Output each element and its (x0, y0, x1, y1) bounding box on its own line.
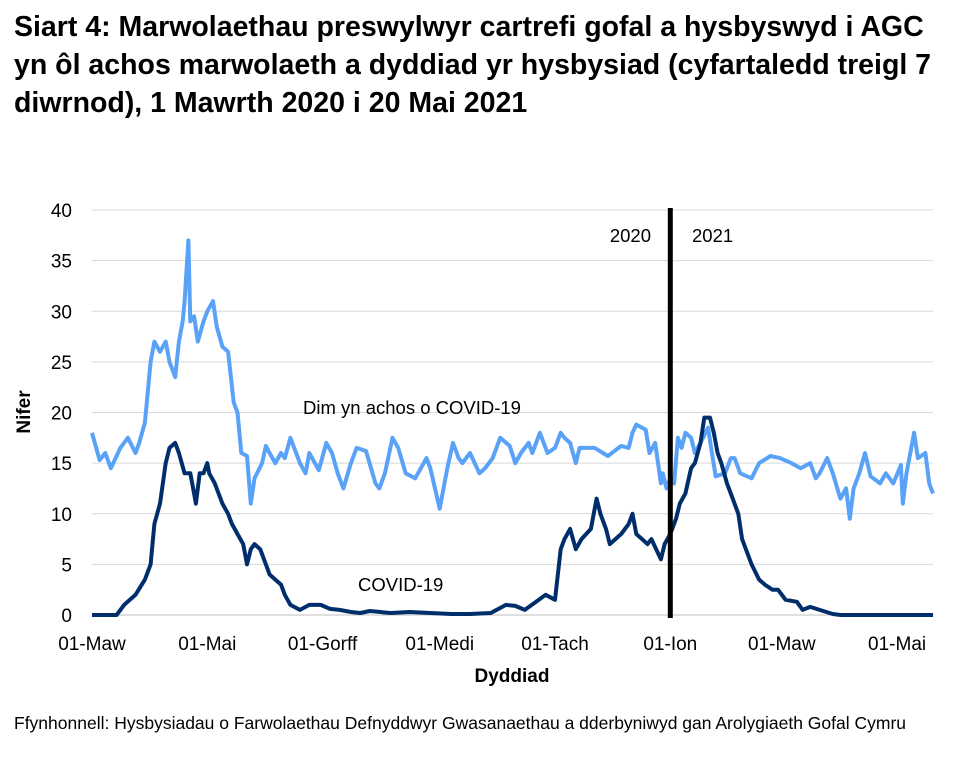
series-label-non-covid: Dim yn achos o COVID-19 (303, 397, 521, 418)
x-tick-label: 01-Mai (868, 634, 926, 655)
y-tick-label: 0 (61, 606, 72, 627)
x-tick-label: 01-Maw (58, 634, 126, 655)
y-tick-label: 20 (51, 404, 72, 425)
x-axis-label: Dyddiad (475, 666, 550, 687)
series-label-covid: COVID-19 (358, 574, 443, 595)
year-label-2020: 2020 (610, 225, 651, 246)
source-note: Ffynhonnell: Hysbysiadau o Farwolaethau … (14, 713, 907, 733)
x-tick-label: 01-Maw (748, 634, 816, 655)
y-tick-label: 40 (51, 201, 72, 222)
y-tick-label: 15 (51, 454, 72, 475)
x-axis-ticks: 01-Maw 01-Mai 01-Gorff 01-Medi 01-Tach 01-Ion… (58, 634, 926, 655)
chart-title: Siart 4: Marwolaethau preswylwyr cartref… (14, 11, 932, 119)
y-axis-label: Nifer (14, 390, 35, 434)
x-tick-label: 01-Gorff (288, 634, 358, 655)
y-axis-ticks: 0 5 10 15 20 25 30 35 40 (51, 201, 72, 627)
y-tick-label: 10 (51, 505, 72, 526)
series-line-covid (92, 415, 933, 617)
y-tick-label: 5 (61, 555, 72, 576)
x-tick-label: 01-Medi (405, 634, 474, 655)
year-label-2021: 2021 (692, 225, 733, 246)
x-tick-label: 01-Tach (521, 634, 589, 655)
x-tick-label: 01-Mai (178, 634, 236, 655)
y-tick-label: 30 (51, 302, 72, 323)
series-line-non-covid (90, 238, 935, 521)
series-lines (90, 238, 935, 617)
y-tick-label: 25 (51, 353, 72, 374)
y-tick-label: 35 (51, 252, 72, 273)
x-tick-label: 01-Ion (643, 634, 697, 655)
